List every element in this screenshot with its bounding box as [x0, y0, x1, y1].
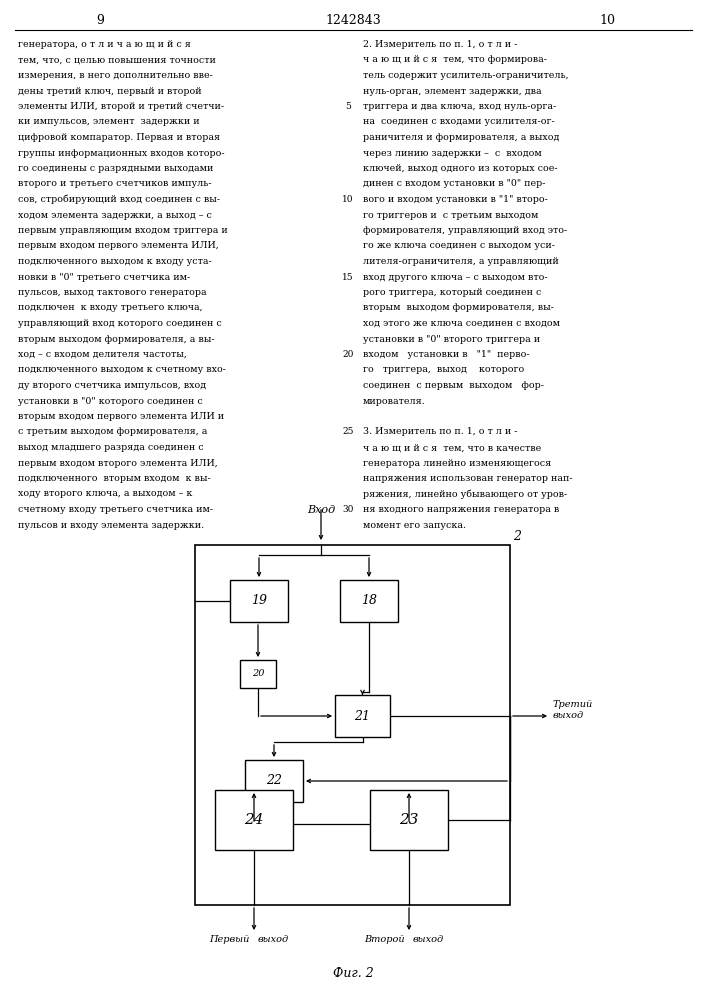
Text: элементы ИЛИ, второй и третий счетчи-: элементы ИЛИ, второй и третий счетчи- [18, 102, 224, 111]
Text: 3. Измеритель по п. 1, о т л и -: 3. Измеритель по п. 1, о т л и - [363, 428, 518, 436]
Text: первым входом первого элемента ИЛИ,: первым входом первого элемента ИЛИ, [18, 241, 218, 250]
Text: дены третий ключ, первый и второй: дены третий ключ, первый и второй [18, 87, 201, 96]
Text: 24: 24 [244, 813, 264, 827]
Text: Фиг. 2: Фиг. 2 [332, 967, 373, 980]
Text: 2. Измеритель по п. 1, о т л и -: 2. Измеритель по п. 1, о т л и - [363, 40, 518, 49]
Text: 19: 19 [251, 594, 267, 607]
Bar [335, 695, 390, 737]
Text: го соединены с разрядными выходами: го соединены с разрядными выходами [18, 164, 214, 173]
Bar [340, 580, 398, 622]
Text: ход – с входом делителя частоты,: ход – с входом делителя частоты, [18, 350, 187, 359]
Text: нуль-орган, элемент задержки, два: нуль-орган, элемент задержки, два [363, 87, 542, 96]
Text: новки в "0" третьего счетчика им-: новки в "0" третьего счетчика им- [18, 272, 190, 282]
Text: подключен  к входу третьего ключа,: подключен к входу третьего ключа, [18, 304, 203, 312]
Text: динен с входом установки в "0" пер-: динен с входом установки в "0" пер- [363, 180, 546, 188]
Text: рого триггера, который соединен с: рого триггера, который соединен с [363, 288, 542, 297]
Text: 2: 2 [513, 530, 521, 543]
Text: 21: 21 [354, 710, 370, 722]
Text: 23: 23 [399, 813, 419, 827]
Text: генератора линейно изменяющегося: генератора линейно изменяющегося [363, 458, 551, 468]
Text: раничителя и формирователя, а выход: раничителя и формирователя, а выход [363, 133, 559, 142]
Text: 10: 10 [342, 195, 354, 204]
Text: вторым  выходом формирователя, вы-: вторым выходом формирователя, вы- [363, 304, 554, 312]
Text: 20: 20 [342, 350, 354, 359]
Text: Первый: Первый [209, 935, 250, 944]
Text: через линию задержки –  с  входом: через линию задержки – с входом [363, 148, 542, 157]
Text: 1242843: 1242843 [325, 13, 381, 26]
Text: ч а ю щ и й с я  тем, что формирова-: ч а ю щ и й с я тем, что формирова- [363, 55, 547, 64]
Text: ходом элемента задержки, а выход – с: ходом элемента задержки, а выход – с [18, 211, 212, 220]
Text: ня входного напряжения генератора в: ня входного напряжения генератора в [363, 505, 559, 514]
Text: соединен  с первым  выходом   фор-: соединен с первым выходом фор- [363, 381, 544, 390]
Text: го   триггера,  выход    которого: го триггера, выход которого [363, 365, 525, 374]
Text: 9: 9 [96, 13, 104, 26]
Text: подключенного выходом к входу уста-: подключенного выходом к входу уста- [18, 257, 212, 266]
Text: ход этого же ключа соединен с входом: ход этого же ключа соединен с входом [363, 319, 560, 328]
Text: Вход: Вход [307, 505, 335, 515]
Text: группы информационных входов которо-: группы информационных входов которо- [18, 148, 225, 157]
Text: тель содержит усилитель-ограничитель,: тель содержит усилитель-ограничитель, [363, 71, 568, 80]
Text: с третьим выходом формирователя, а: с третьим выходом формирователя, а [18, 428, 207, 436]
Text: вход другого ключа – с выходом вто-: вход другого ключа – с выходом вто- [363, 272, 548, 282]
Text: 22: 22 [266, 774, 282, 788]
Text: формирователя, управляющий вход это-: формирователя, управляющий вход это- [363, 226, 567, 235]
Text: лителя-ограничителя, а управляющий: лителя-ограничителя, а управляющий [363, 257, 559, 266]
Text: Второй: Второй [364, 935, 405, 944]
Text: выход: выход [258, 935, 289, 944]
Text: на  соединен с входами усилителя-ог-: на соединен с входами усилителя-ог- [363, 117, 555, 126]
Text: вторым входом первого элемента ИЛИ и: вторым входом первого элемента ИЛИ и [18, 412, 224, 421]
Text: цифровой компаратор. Первая и вторая: цифровой компаратор. Первая и вторая [18, 133, 220, 142]
Text: го триггеров и  с третьим выходом: го триггеров и с третьим выходом [363, 211, 538, 220]
Text: 10: 10 [599, 13, 615, 26]
Bar [215, 790, 293, 850]
Text: выход младшего разряда соединен с: выход младшего разряда соединен с [18, 443, 204, 452]
Text: вторым выходом формирователя, а вы-: вторым выходом формирователя, а вы- [18, 334, 215, 344]
Text: подключенного выходом к счетному вхо-: подключенного выходом к счетному вхо- [18, 365, 226, 374]
Text: мирователя.: мирователя. [363, 396, 426, 406]
Text: установки в "0" которого соединен с: установки в "0" которого соединен с [18, 396, 203, 406]
Text: измерения, в него дополнительно вве-: измерения, в него дополнительно вве- [18, 71, 213, 80]
Bar [370, 790, 448, 850]
Text: ду второго счетчика импульсов, вход: ду второго счетчика импульсов, вход [18, 381, 206, 390]
Text: 15: 15 [342, 272, 354, 282]
Bar [240, 660, 276, 688]
Text: второго и третьего счетчиков импуль-: второго и третьего счетчиков импуль- [18, 180, 211, 188]
Text: ключей, выход одного из которых сое-: ключей, выход одного из которых сое- [363, 164, 558, 173]
Text: первым управляющим входом триггера и: первым управляющим входом триггера и [18, 226, 228, 235]
Text: Третий
выход: Третий выход [553, 700, 593, 720]
Text: сов, стробирующий вход соединен с вы-: сов, стробирующий вход соединен с вы- [18, 195, 220, 205]
Text: выход: выход [413, 935, 444, 944]
Bar [245, 760, 303, 802]
Bar [230, 580, 288, 622]
Text: 18: 18 [361, 594, 377, 607]
Text: входом   установки в   "1"  перво-: входом установки в "1" перво- [363, 350, 530, 359]
Text: момент его запуска.: момент его запуска. [363, 520, 466, 530]
Text: тем, что, с целью повышения точности: тем, что, с целью повышения точности [18, 55, 216, 64]
Text: го же ключа соединен с выходом уси-: го же ключа соединен с выходом уси- [363, 241, 555, 250]
Text: 25: 25 [342, 428, 354, 436]
Text: установки в "0" второго триггера и: установки в "0" второго триггера и [363, 334, 540, 344]
Text: триггера и два ключа, вход нуль-орга-: триггера и два ключа, вход нуль-орга- [363, 102, 556, 111]
Text: первым входом второго элемента ИЛИ,: первым входом второго элемента ИЛИ, [18, 458, 218, 468]
Text: генератора, о т л и ч а ю щ и й с я: генератора, о т л и ч а ю щ и й с я [18, 40, 191, 49]
Text: ки импульсов, элемент  задержки и: ки импульсов, элемент задержки и [18, 117, 199, 126]
Text: 5: 5 [345, 102, 351, 111]
Text: 30: 30 [342, 505, 354, 514]
Text: напряжения использован генератор нап-: напряжения использован генератор нап- [363, 474, 573, 483]
Bar [195, 545, 510, 905]
Text: управляющий вход которого соединен с: управляющий вход которого соединен с [18, 319, 222, 328]
Text: ряжения, линейно убывающего от уров-: ряжения, линейно убывающего от уров- [363, 489, 567, 499]
Text: пульсов, выход тактового генератора: пульсов, выход тактового генератора [18, 288, 206, 297]
Text: ходу второго ключа, а выходом – к: ходу второго ключа, а выходом – к [18, 489, 192, 498]
Text: вого и входом установки в "1" второ-: вого и входом установки в "1" второ- [363, 195, 548, 204]
Text: ч а ю щ и й с я  тем, что в качестве: ч а ю щ и й с я тем, что в качестве [363, 443, 542, 452]
Text: счетному входу третьего счетчика им-: счетному входу третьего счетчика им- [18, 505, 213, 514]
Text: подключенного  вторым входом  к вы-: подключенного вторым входом к вы- [18, 474, 211, 483]
Text: пульсов и входу элемента задержки.: пульсов и входу элемента задержки. [18, 520, 204, 530]
Text: 20: 20 [252, 670, 264, 678]
